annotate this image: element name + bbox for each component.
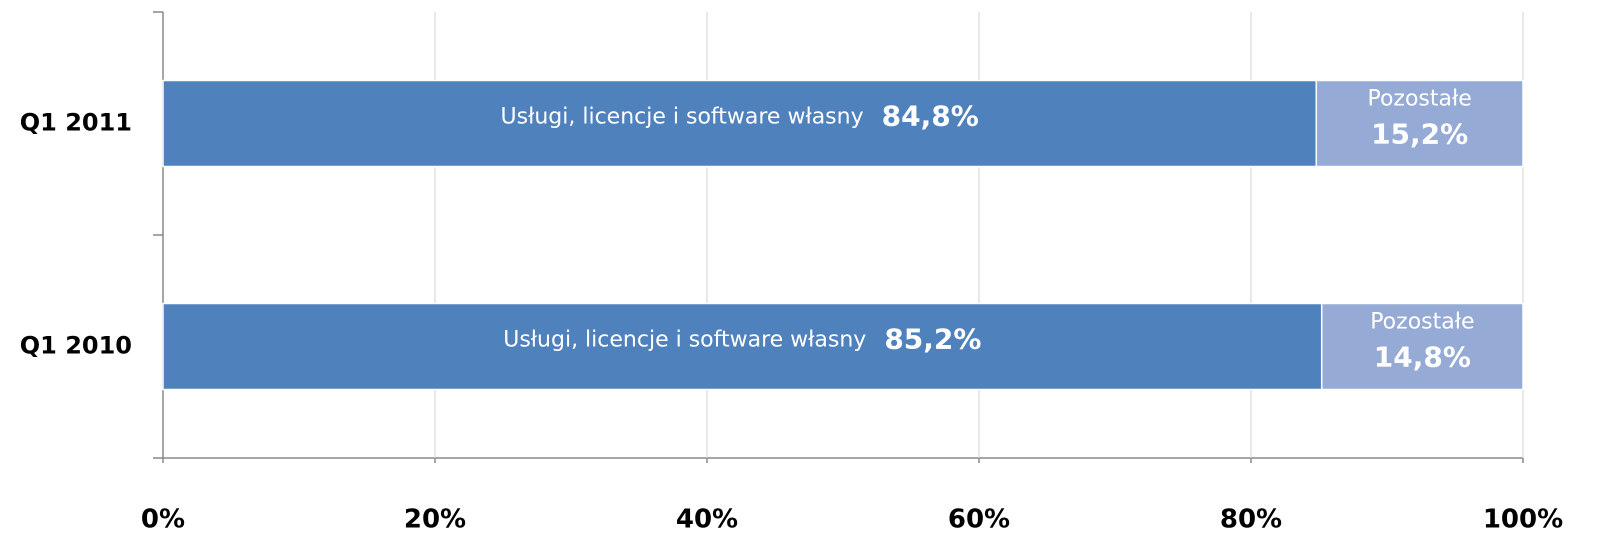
value-label: 84,8% bbox=[882, 100, 979, 133]
series-name: Pozostałe bbox=[1367, 87, 1471, 112]
bar-segment bbox=[1320, 302, 1524, 391]
x-tick-label: 60% bbox=[948, 505, 1010, 535]
series-name: Usługi, licencje i software własny bbox=[501, 105, 864, 130]
series-name: Usługi, licencje i software własny bbox=[503, 328, 866, 353]
value-label: 15,2% bbox=[1371, 118, 1468, 151]
x-tick-label: 80% bbox=[1220, 505, 1282, 535]
category-label: Q1 2010 bbox=[20, 332, 132, 360]
x-tick-label: 0% bbox=[141, 505, 185, 535]
x-tick-label: 20% bbox=[404, 505, 466, 535]
value-label: 85,2% bbox=[884, 323, 981, 356]
value-label: 14,8% bbox=[1374, 341, 1471, 374]
bar-segment bbox=[162, 79, 1318, 168]
segment-label: Usługi, licencje i software własny 84,8% bbox=[501, 100, 979, 133]
bar-segment bbox=[162, 302, 1323, 391]
series-name: Pozostałe bbox=[1370, 310, 1474, 335]
segment-label: Usługi, licencje i software własny 85,2% bbox=[503, 323, 981, 356]
x-tick-label: 100% bbox=[1483, 505, 1563, 535]
x-tick-label: 40% bbox=[676, 505, 738, 535]
bar-segment bbox=[1315, 79, 1524, 168]
category-label: Q1 2011 bbox=[20, 109, 132, 137]
